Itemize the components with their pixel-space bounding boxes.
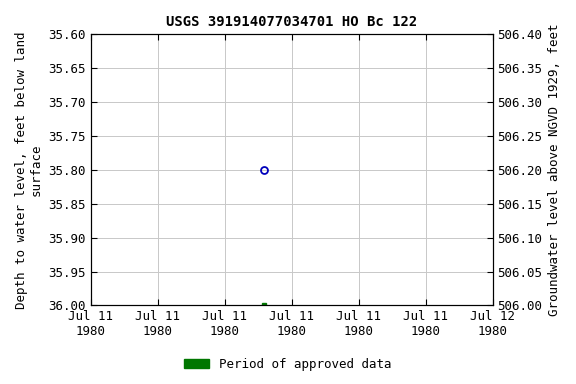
Y-axis label: Depth to water level, feet below land
surface: Depth to water level, feet below land su… — [15, 31, 43, 309]
Title: USGS 391914077034701 HO Bc 122: USGS 391914077034701 HO Bc 122 — [166, 15, 418, 29]
Y-axis label: Groundwater level above NGVD 1929, feet: Groundwater level above NGVD 1929, feet — [548, 24, 561, 316]
Legend: Period of approved data: Period of approved data — [179, 353, 397, 376]
